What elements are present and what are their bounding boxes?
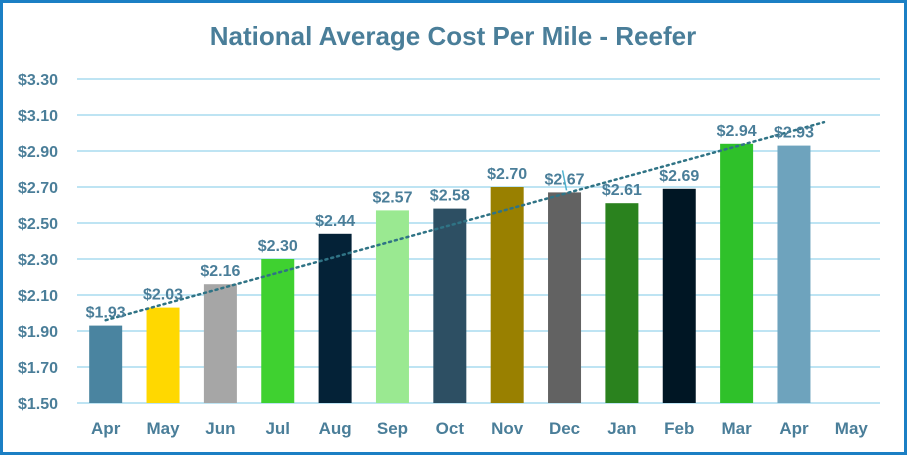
x-axis-ticks: Apr May Jun Jul Aug Sep Oct Nov Dec Jan Feb Mar Apr M… xyxy=(91,419,868,438)
x-tick-label: Apr xyxy=(91,419,121,438)
y-tick-label: $2.10 xyxy=(18,288,58,305)
bar xyxy=(318,233,352,403)
x-tick-label: May xyxy=(146,419,180,438)
x-tick-label: Apr xyxy=(779,419,809,438)
bar xyxy=(375,210,409,403)
x-tick-label: Feb xyxy=(664,419,694,438)
leader-line xyxy=(561,170,568,191)
y-tick-label: $1.50 xyxy=(18,396,58,413)
x-tick-label: Dec xyxy=(549,419,580,438)
data-label: $2.44 xyxy=(315,213,355,230)
data-label: $2.69 xyxy=(659,168,699,185)
bar xyxy=(720,143,754,404)
trendline xyxy=(104,120,826,322)
bar xyxy=(203,284,237,403)
y-tick-label: $3.10 xyxy=(18,108,58,125)
y-tick-label: $2.70 xyxy=(18,180,58,197)
x-tick-label: Jun xyxy=(205,419,235,438)
bar xyxy=(777,145,811,403)
y-axis-ticks: $1.50 $1.70 $1.90 $2.10 $2.30 $2.50 $2.70 $2.90… xyxy=(18,72,58,413)
x-tick-label: Oct xyxy=(436,419,465,438)
bars xyxy=(89,143,811,404)
y-tick-label: $2.50 xyxy=(18,216,58,233)
bar xyxy=(605,203,639,403)
data-label: $2.70 xyxy=(487,166,527,183)
x-tick-label: Sep xyxy=(377,419,408,438)
y-tick-label: $2.30 xyxy=(18,252,58,269)
bar xyxy=(662,188,696,403)
bar xyxy=(433,208,467,403)
data-label: $2.58 xyxy=(430,188,470,205)
y-tick-label: $1.70 xyxy=(18,360,58,377)
bar xyxy=(490,187,524,403)
data-label: $2.94 xyxy=(717,123,757,140)
data-labels: $1.93 $2.03 $2.16 $2.30 $2.44 $2.57 $2.58 $2.70… xyxy=(86,123,814,322)
bar xyxy=(146,307,180,403)
bar xyxy=(548,192,582,403)
chart-title: National Average Cost Per Mile - Reefer xyxy=(210,21,696,51)
data-label: $2.61 xyxy=(602,182,642,199)
trendline-group xyxy=(104,120,826,322)
y-tick-label: $2.90 xyxy=(18,144,58,161)
data-label: $2.57 xyxy=(372,189,412,206)
y-tick-label: $3.30 xyxy=(18,72,58,89)
x-tick-label: Jul xyxy=(265,419,290,438)
data-label: $2.30 xyxy=(258,238,298,255)
data-label: $2.16 xyxy=(200,263,240,280)
x-tick-label: May xyxy=(835,419,869,438)
bar xyxy=(261,259,295,403)
data-label: $2.93 xyxy=(774,125,814,142)
x-tick-label: Jan xyxy=(607,419,636,438)
y-tick-label: $1.90 xyxy=(18,324,58,341)
x-tick-label: Aug xyxy=(319,419,352,438)
x-tick-label: Nov xyxy=(491,419,524,438)
x-tick-label: Mar xyxy=(721,419,752,438)
data-label: $1.93 xyxy=(86,305,126,322)
bar xyxy=(89,325,123,403)
data-label: $2.03 xyxy=(143,287,183,304)
gridlines xyxy=(77,78,880,404)
